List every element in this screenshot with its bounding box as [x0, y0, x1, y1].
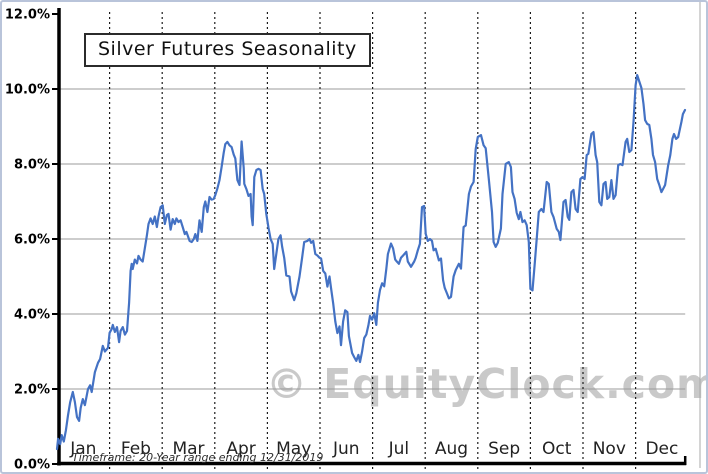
x-axis-label: Jun [332, 439, 360, 459]
x-axis-label: Jan [69, 439, 96, 459]
x-axis-label: Oct [542, 439, 572, 459]
y-axis-label: 8.0% [14, 158, 50, 173]
y-axis-label: 12.0% [5, 8, 50, 23]
seasonality-line [55, 73, 687, 451]
x-axis-label: Apr [226, 439, 255, 459]
y-axis-label: 6.0% [14, 233, 50, 248]
x-axis-label: Mar [172, 439, 204, 459]
x-axis-label: Dec [645, 439, 678, 459]
y-axis-label: 2.0% [14, 383, 50, 398]
equityclock-watermark: © EquityClock.com [266, 360, 708, 408]
x-axis-label: Nov [593, 439, 626, 459]
timeframe-note: Timeframe: 20-Year range ending 12/31/20… [72, 451, 324, 464]
x-axis-label: May [276, 439, 311, 459]
x-axis-label: Feb [121, 439, 151, 459]
x-axis-label: Jul [388, 439, 410, 459]
chart-title: Silver Futures Seasonality [84, 33, 371, 67]
y-axis-label: 4.0% [14, 308, 50, 323]
y-axis-label: 0.0% [14, 458, 50, 473]
x-axis-label: Sep [488, 439, 520, 459]
x-axis-label: Aug [435, 439, 468, 459]
y-axis-label: 10.0% [5, 83, 50, 98]
